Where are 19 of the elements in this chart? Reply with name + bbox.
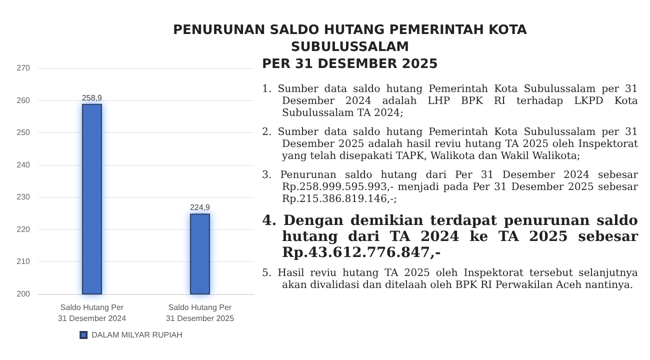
x-tick-label: Saldo Hutang Per 31 Desember 2025: [166, 303, 235, 323]
text: 4. Dengan demikian terdapat penurunan saldo hutang dari TA 2024 ke TA 2025 sebesar Rp.43.612.776.847,-: [262, 213, 638, 261]
text: 5. Hasil reviu hutang TA 2025 oleh Inspektorat tersebut selanjutnya akan divalidasi dan ditelaah oleh BPK RI Perwakilan Aceh nantinya.: [262, 268, 638, 292]
data-label: 224,9: [190, 203, 211, 212]
y-tick-label: 230: [16, 192, 31, 202]
text: 1. Sumber data saldo hutang Pemerintah Kota Subulussalam per 31 Desember 2024 adalah LHP BPK RI terhadap LKPD Kota Subulussalam TA 2024;: [262, 84, 638, 120]
text: 2. Sumber data saldo hutang Pemerintah Kota Subulussalam per 31 Desember 2025 adalah hasil reviu hutang TA 2025 oleh Inspektorat yang telah disepakati TAPK, Walikota dan Wakil Walikota;: [262, 127, 638, 163]
legend-label: DALAM MILYAR RUPIAH: [92, 330, 183, 340]
y-tick-label: 260: [16, 96, 31, 105]
x-tick-label: Saldo Hutang Per 31 Desember 2024: [58, 303, 127, 323]
text: 3. Penurunan saldo hutang dari Per 31 Desember 2024 sebesar Rp.258.999.595.993,- menjadi pada Per 31 Desember 2025 sebesar Rp.215.386.819.146,-;: [262, 170, 638, 206]
y-tick-label: 200: [16, 290, 31, 298]
y-tick-label: 270: [16, 64, 31, 72]
y-tick-label: 220: [16, 224, 31, 234]
data-label: 258,9: [82, 93, 103, 102]
y-tick-label: 250: [16, 128, 31, 138]
y-tick-label: 240: [16, 160, 31, 170]
y-tick-label: 210: [16, 257, 31, 266]
text: PENURUNAN SALDO HUTANG PEMERINTAH KOTA SUBULUSSALAM PER 31 DESEMBER 2025: [172, 22, 528, 73]
